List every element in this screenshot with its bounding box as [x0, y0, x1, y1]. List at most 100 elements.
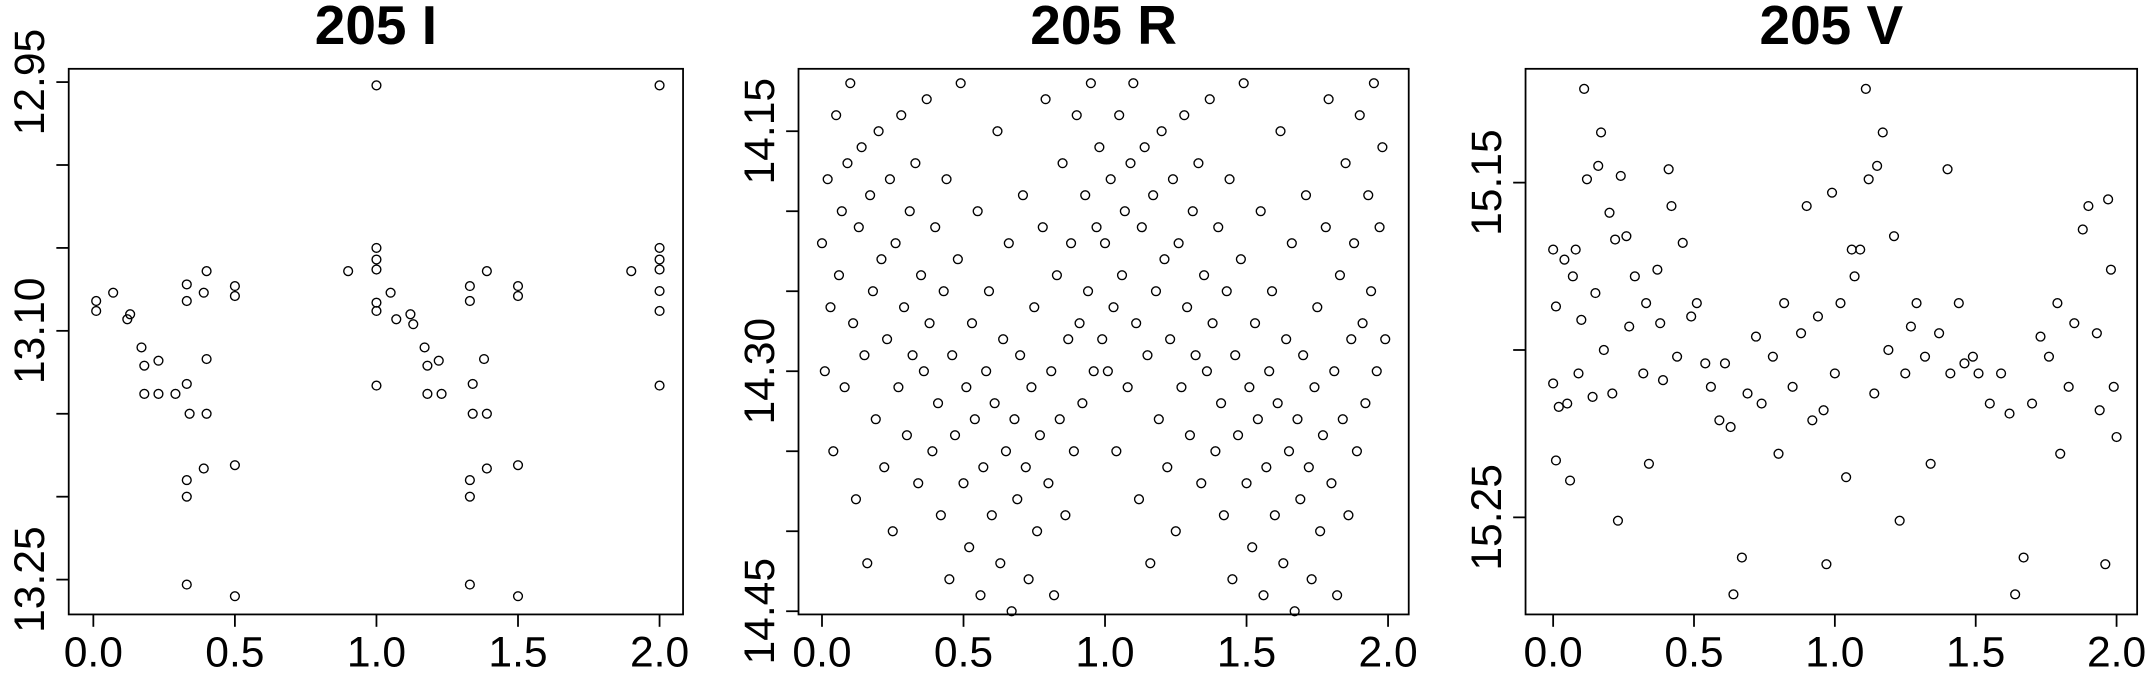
- point: [930, 222, 941, 233]
- point: [1082, 286, 1094, 297]
- point: [1332, 590, 1343, 601]
- point: [464, 295, 475, 307]
- point: [1227, 574, 1238, 585]
- point: [1855, 244, 1866, 255]
- point: [1655, 318, 1666, 329]
- point: [1374, 222, 1385, 233]
- point: [1000, 446, 1012, 457]
- point: [1094, 142, 1105, 153]
- point: [1945, 368, 1956, 379]
- point: [436, 388, 447, 399]
- point: [1380, 334, 1391, 345]
- point: [1309, 382, 1320, 393]
- point: [1973, 368, 1984, 379]
- point: [1573, 368, 1584, 379]
- panel: 205 R 0.0 0.5 1.0 1.5 2.0 14.15 14.30 14.45: [736, 0, 1418, 675]
- point: [887, 526, 898, 537]
- panel: 205 I 0.0 0.5 1.0 1.5 2.0 12.95 13.10 13.25: [6, 0, 689, 675]
- point: [1199, 270, 1210, 281]
- point: [2035, 331, 2046, 342]
- point: [1657, 375, 1669, 386]
- point: [2043, 351, 2055, 362]
- point: [1165, 334, 1176, 345]
- point: [2083, 200, 2094, 212]
- point: [1145, 558, 1156, 569]
- point: [935, 510, 946, 521]
- point: [1691, 298, 1702, 309]
- point: [831, 110, 842, 121]
- point: [1900, 368, 1911, 379]
- point: [1173, 238, 1184, 249]
- point: [408, 319, 419, 330]
- point: [1835, 298, 1846, 309]
- point: [848, 318, 859, 329]
- point: [1925, 458, 1936, 469]
- plot-frame: [67, 67, 684, 616]
- point: [1371, 366, 1382, 377]
- point: [1821, 559, 1832, 570]
- point: [1128, 78, 1139, 89]
- point: [1567, 271, 1578, 282]
- point: [1581, 174, 1593, 185]
- point: [1905, 321, 1917, 332]
- point: [1590, 288, 1601, 299]
- point: [949, 430, 961, 441]
- point: [845, 78, 856, 89]
- point: [1232, 430, 1244, 441]
- point: [918, 366, 929, 377]
- point: [1139, 142, 1150, 153]
- point: [1201, 366, 1213, 377]
- point: [1677, 237, 1688, 248]
- point: [1207, 318, 1218, 329]
- point: [1607, 388, 1618, 399]
- point: [822, 174, 833, 185]
- point: [862, 558, 873, 569]
- point: [1261, 462, 1272, 473]
- point: [1550, 301, 1562, 312]
- point: [512, 460, 524, 471]
- point: [1167, 174, 1179, 185]
- point: [1334, 270, 1346, 281]
- point: [1888, 231, 1900, 242]
- point: [890, 238, 901, 249]
- point: [1615, 170, 1626, 182]
- point: [654, 285, 665, 297]
- point: [1043, 478, 1054, 489]
- point: [1131, 318, 1142, 329]
- point: [1363, 190, 1374, 201]
- point: [181, 579, 192, 590]
- point: [983, 286, 995, 297]
- point: [842, 158, 853, 169]
- point: [1351, 446, 1363, 457]
- point: [1579, 83, 1590, 94]
- point: [1638, 368, 1649, 379]
- point: [481, 463, 492, 474]
- point: [1136, 222, 1147, 233]
- point: [512, 290, 524, 302]
- point: [1283, 446, 1295, 457]
- point: [1040, 94, 1051, 105]
- point: [2108, 381, 2119, 392]
- point: [839, 382, 850, 393]
- point: [1278, 558, 1289, 569]
- point: [1340, 158, 1351, 169]
- point: [654, 264, 665, 275]
- point: [944, 574, 955, 585]
- point: [139, 388, 150, 399]
- point: [1303, 462, 1314, 473]
- y-tick-label: 15.25: [1463, 464, 1511, 571]
- point: [964, 542, 975, 553]
- point: [1221, 286, 1232, 297]
- point: [1612, 515, 1624, 526]
- point: [1877, 127, 1888, 138]
- point: [1249, 318, 1261, 329]
- point: [136, 342, 147, 353]
- point: [1085, 78, 1096, 89]
- point: [1860, 83, 1871, 94]
- point: [467, 408, 478, 419]
- point: [371, 380, 382, 391]
- x-tick-label: 1.0: [1805, 629, 1864, 675]
- point: [1264, 366, 1275, 377]
- point: [371, 264, 382, 275]
- point: [836, 206, 847, 217]
